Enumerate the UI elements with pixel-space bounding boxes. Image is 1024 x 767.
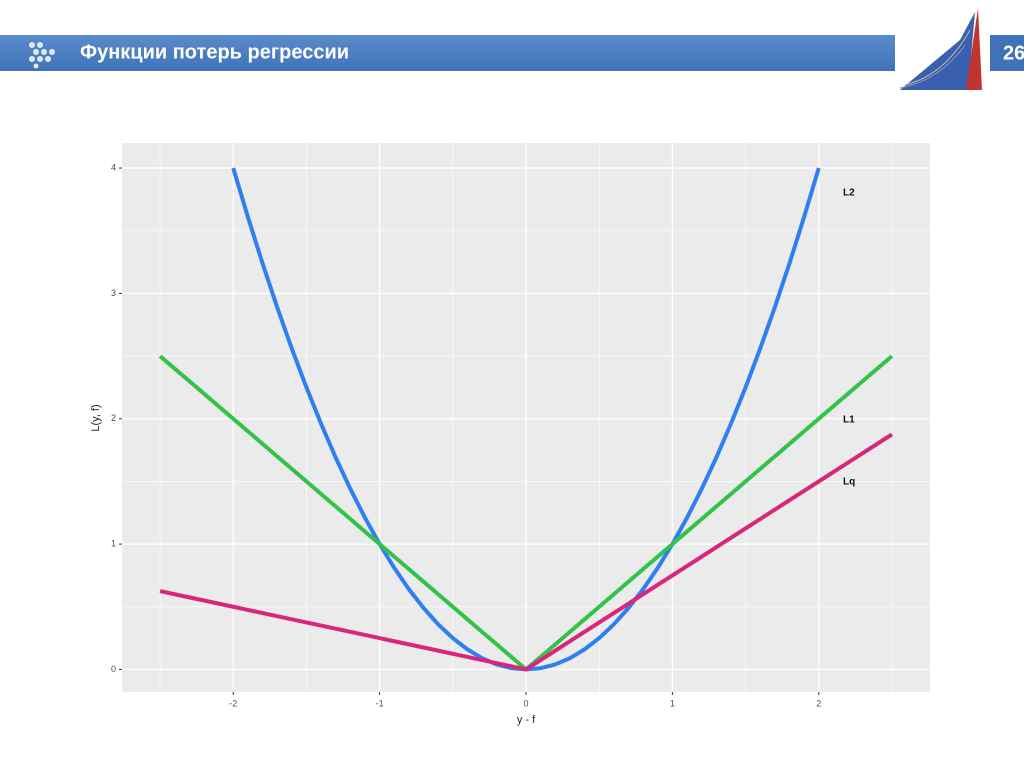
x-tick-label: -2 [229, 698, 237, 708]
series-label: Lq [843, 477, 855, 488]
x-tick-label: 0 [523, 698, 528, 708]
labels: -2 -1 0 1 2 0 1 2 3 4 L2 L1 Lq [111, 162, 855, 708]
series-label: L2 [843, 188, 855, 199]
slide-title: Функции потерь регрессии [80, 41, 349, 63]
y-tick-label: 2 [111, 413, 116, 423]
header-icon [29, 42, 55, 69]
series-label: L1 [843, 415, 855, 426]
y-tick-label: 1 [111, 538, 116, 548]
slide-number-box [990, 35, 1024, 71]
x-tick-label: -1 [376, 698, 384, 708]
slide-number: 26 [1003, 42, 1024, 64]
y-tick-label: 4 [111, 162, 116, 172]
header-bar [0, 35, 895, 71]
y-tick-label: 0 [111, 664, 116, 674]
lines [158, 167, 894, 672]
y-tick-label: 3 [111, 288, 116, 298]
x-tick-label: 1 [670, 698, 675, 708]
series-line [159, 432, 894, 672]
x-tick-label: 2 [816, 698, 821, 708]
y-axis-title: L(y, f) [90, 404, 102, 431]
logo [899, 8, 982, 90]
x-axis-title: y - f [517, 714, 536, 726]
